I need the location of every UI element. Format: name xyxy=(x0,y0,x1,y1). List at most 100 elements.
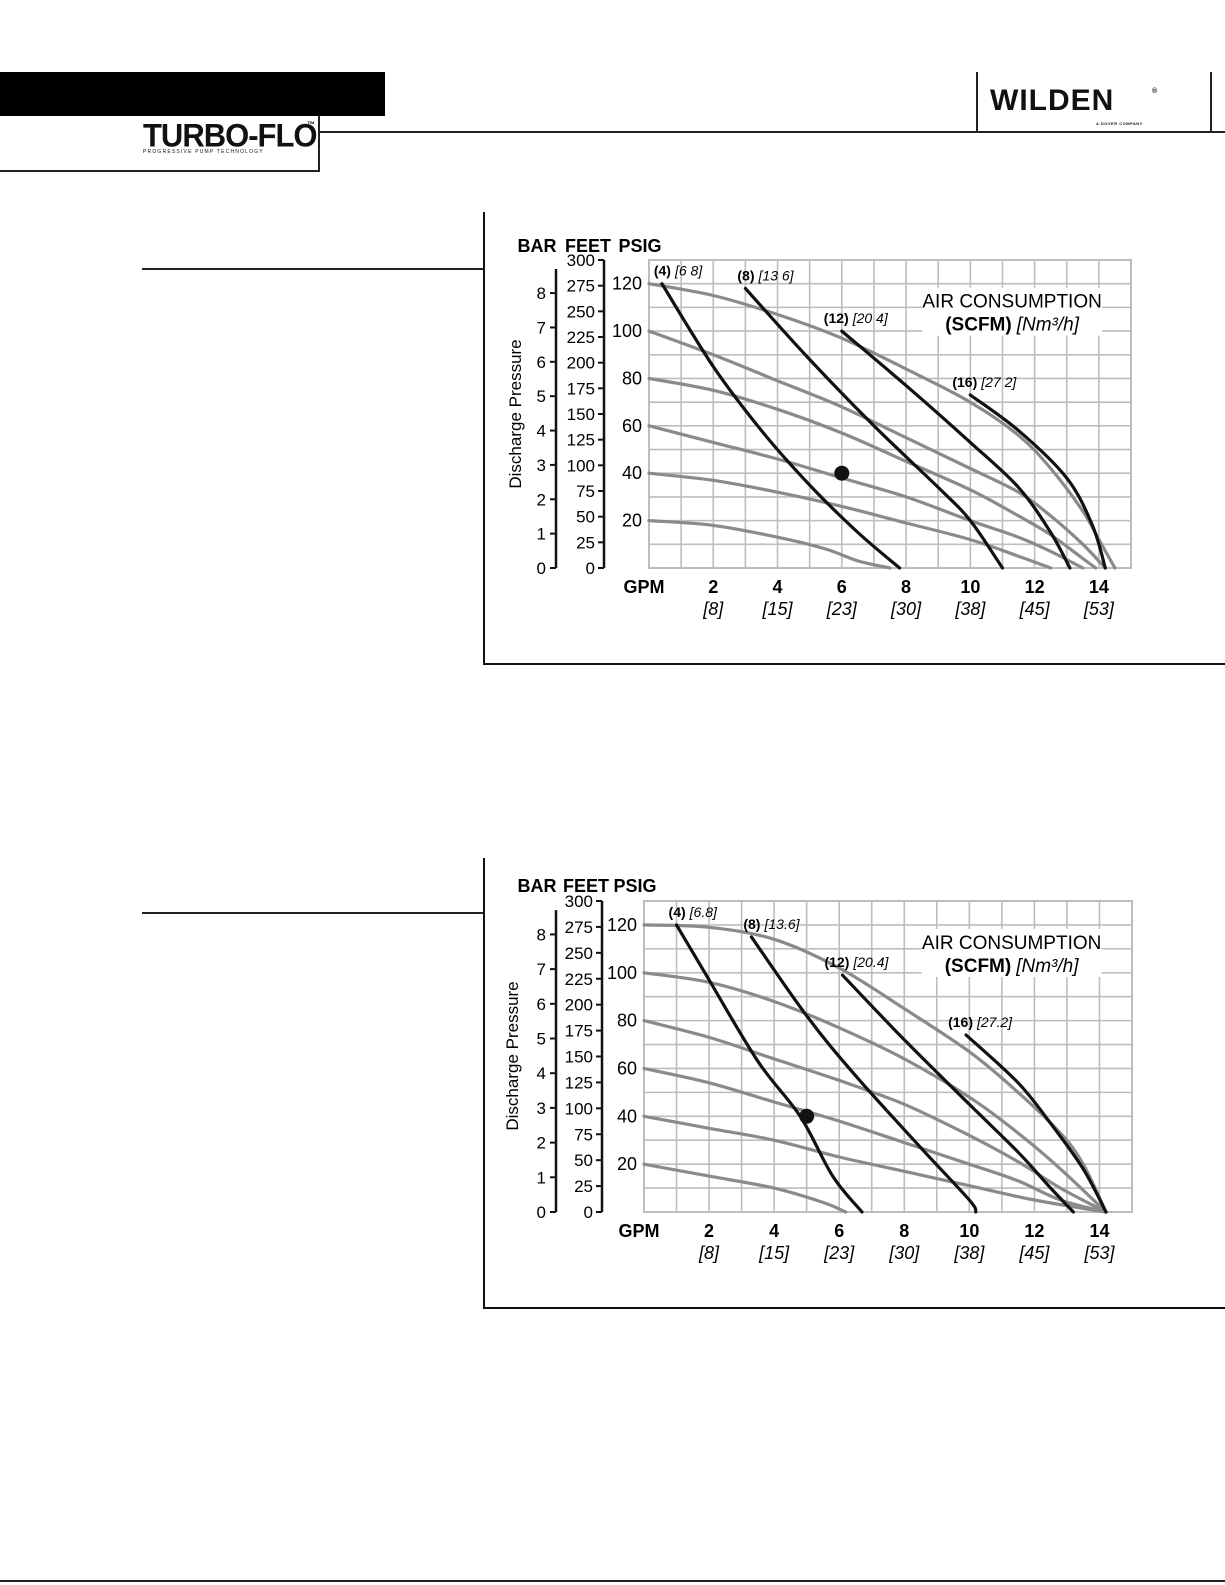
bar-tick-label: 3 xyxy=(537,456,546,475)
feet-tick-label: 300 xyxy=(567,251,595,270)
x-tick-metric-label: [45] xyxy=(1019,599,1051,619)
consumption-label-metric: [20 4] xyxy=(852,310,889,326)
x-tick-label: 4 xyxy=(773,577,783,597)
x-tick-metric-label: [30] xyxy=(890,599,922,619)
consumption-label-metric: [13 6] xyxy=(758,267,795,283)
feet-tick-label: 125 xyxy=(567,431,595,450)
air-consumption-label: (4) [6.8] xyxy=(669,904,718,920)
consumption-label-metric: [6.8] xyxy=(689,904,718,920)
air-consumption-curve xyxy=(674,923,864,1214)
bar-tick-label: 8 xyxy=(537,925,546,944)
x-tick-metric-label: [38] xyxy=(953,1243,985,1263)
x-tick-label: 12 xyxy=(1025,577,1045,597)
bar-tick-label: 5 xyxy=(537,387,546,406)
bar-tick-label: 3 xyxy=(537,1099,546,1118)
y-axis-label: Discharge Pressure xyxy=(503,981,522,1130)
bar-tick-label: 7 xyxy=(537,960,546,979)
operating-point-marker xyxy=(799,1108,815,1124)
axis-header-bar: BAR xyxy=(518,876,557,896)
consumption-label-metric: [27 2] xyxy=(980,374,1017,390)
air-consumption-label: (12) [20 4] xyxy=(824,310,889,326)
x-tick-label: 8 xyxy=(899,1221,909,1241)
air-supply-curve-40 xyxy=(647,471,1053,570)
psig-tick-label: 100 xyxy=(607,963,637,983)
air-consumption-curve xyxy=(660,282,902,570)
x-tick-label: 2 xyxy=(708,577,718,597)
consumption-label-scfm: (16) xyxy=(948,1014,973,1030)
psig-tick-label: 80 xyxy=(617,1011,637,1031)
consumption-label-scfm: (16) xyxy=(952,374,977,390)
operating-point-marker xyxy=(834,465,850,481)
legend-unit-metric: [Nm³/h] xyxy=(1015,956,1079,977)
feet-tick-label: 25 xyxy=(576,533,595,552)
feet-tick-label: 275 xyxy=(565,918,593,937)
air-supply-curve-20 xyxy=(642,1162,848,1214)
legend-unit-metric: [Nm³/h] xyxy=(1016,315,1080,336)
legend-unit-scfm: (SCFM) xyxy=(945,315,1011,336)
consumption-label-metric: [6 8] xyxy=(674,263,703,279)
consumption-label-scfm: (4) xyxy=(669,904,686,920)
feet-tick-label: 200 xyxy=(565,996,593,1015)
bar-tick-label: 1 xyxy=(537,525,546,544)
psig-tick-label: 120 xyxy=(607,915,637,935)
x-tick-label: 10 xyxy=(960,577,980,597)
consumption-label-scfm: (12) xyxy=(824,310,849,326)
air-supply-curve-100 xyxy=(642,971,1108,1214)
air-supply-curve-120 xyxy=(647,282,1117,570)
x-tick-label: 4 xyxy=(769,1221,779,1241)
feet-tick-label: 150 xyxy=(567,405,595,424)
turbo-flo-logo: TURBO-FLO xyxy=(143,117,318,154)
feet-tick-label: 225 xyxy=(565,970,593,989)
x-tick-metric-label: [8] xyxy=(698,1243,720,1263)
performance-chart-2: BAR FEET PSIG Discharge Pressure 0 1 2 3 4 5 6 7 8 0 2… xyxy=(483,858,1225,1312)
brand-box xyxy=(0,116,320,172)
bar-tick-label: 2 xyxy=(537,1134,546,1153)
bar-tick-label: 8 xyxy=(537,284,546,303)
x-tick-label: 6 xyxy=(834,1221,844,1241)
air-supply-curve-60 xyxy=(647,424,1085,570)
air-consumption-label: (16) [27.2] xyxy=(948,1014,1013,1030)
axis-header-feet: FEET xyxy=(565,236,611,256)
bar-tick-label: 4 xyxy=(537,1064,546,1083)
feet-tick-label: 100 xyxy=(567,456,595,475)
x-tick-metric-label: [8] xyxy=(702,599,724,619)
feet-tick-label: 175 xyxy=(565,1022,593,1041)
air-consumption-curve xyxy=(840,973,1075,1214)
x-tick-label: 10 xyxy=(959,1221,979,1241)
bar-tick-label: 0 xyxy=(537,1203,546,1222)
bar-tick-label: 4 xyxy=(537,422,546,441)
header-rule xyxy=(320,131,1225,133)
air-supply-curve-120 xyxy=(642,923,1108,1214)
feet-tick-label: 25 xyxy=(574,1177,593,1196)
consumption-label-metric: [13.6] xyxy=(763,916,800,932)
consumption-label-scfm: (4) xyxy=(654,263,671,279)
bar-tick-label: 6 xyxy=(537,995,546,1014)
feet-tick-label: 100 xyxy=(565,1099,593,1118)
air-consumption-label: (12) [20.4] xyxy=(824,954,889,970)
x-tick-label: 14 xyxy=(1089,1221,1109,1241)
consumption-label-metric: [20.4] xyxy=(852,954,889,970)
y-axis-label: Discharge Pressure xyxy=(506,339,525,488)
x-tick-label: 6 xyxy=(837,577,847,597)
legend-units: (SCFM) [Nm³/h] xyxy=(945,956,1079,977)
psig-tick-label: 80 xyxy=(622,368,642,388)
footer-rule xyxy=(0,1580,1225,1582)
psig-tick-label: 100 xyxy=(612,321,642,341)
psig-tick-label: 40 xyxy=(622,463,642,483)
section-rule-1 xyxy=(142,268,485,270)
air-consumption-curve xyxy=(743,286,1005,570)
x-tick-metric-label: [38] xyxy=(954,599,986,619)
feet-tick-label: 275 xyxy=(567,277,595,296)
psig-tick-label: 20 xyxy=(622,511,642,531)
x-unit-label: GPM xyxy=(618,1221,659,1241)
axis-header-bar: BAR xyxy=(518,236,557,256)
feet-tick-label: 0 xyxy=(586,559,595,578)
consumption-label-scfm: (8) xyxy=(737,267,754,283)
x-tick-label: 12 xyxy=(1024,1221,1044,1241)
x-tick-label: 2 xyxy=(704,1221,714,1241)
air-consumption-label: (16) [27 2] xyxy=(952,374,1017,390)
bar-tick-label: 6 xyxy=(537,353,546,372)
air-supply-curve-100 xyxy=(647,329,1107,570)
x-tick-metric-label: [45] xyxy=(1018,1243,1050,1263)
